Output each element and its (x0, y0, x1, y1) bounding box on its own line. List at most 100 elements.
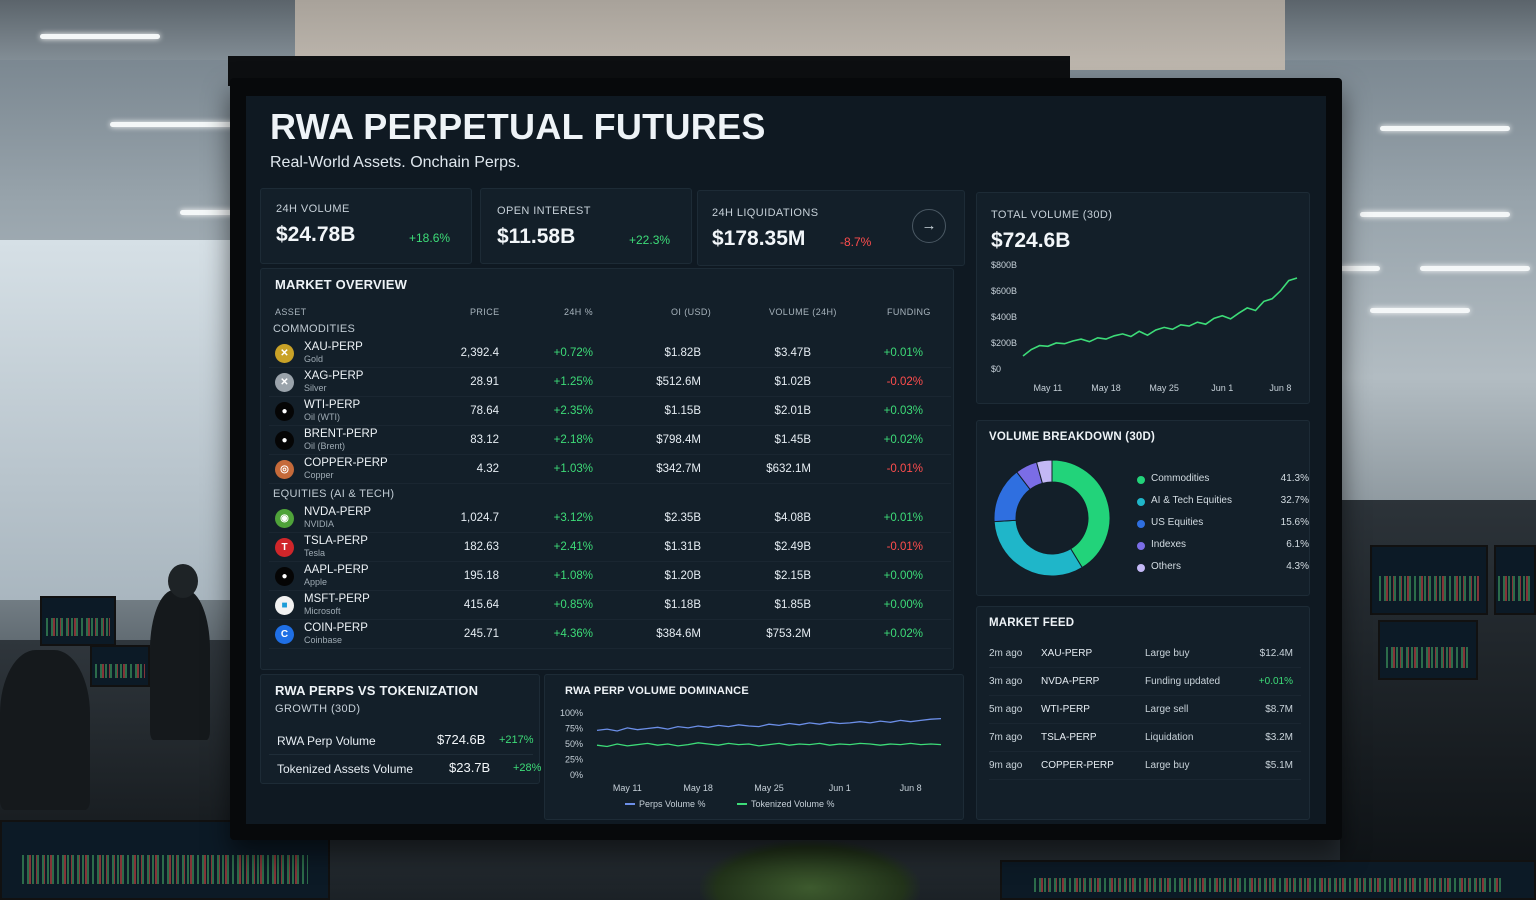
total-volume-value: $724.6B (991, 229, 1071, 252)
legend-label: US Equities (1151, 517, 1204, 528)
column-header-change[interactable]: 24H % (564, 307, 594, 317)
series-line-tokenized (596, 742, 942, 748)
asset-symbol: NVDA-PERP (304, 506, 372, 518)
feed-row[interactable]: 2m ago XAU-PERP Large buy $12.4M (989, 641, 1301, 668)
price-cell: 83.12 (470, 434, 499, 446)
funding-cell: +0.00% (883, 599, 923, 611)
stat-card-volume: 24H VOLUME $24.78B +18.6% (260, 188, 472, 264)
legend-dot (1137, 564, 1145, 572)
price-cell: 1,024.7 (460, 512, 499, 524)
feed-row[interactable]: 7m ago TSLA-PERP Liquidation $3.2M (989, 725, 1301, 752)
asset-symbol: XAG-PERP (304, 370, 364, 382)
feed-row[interactable]: 3m ago NVDA-PERP Funding updated +0.01% (989, 669, 1301, 696)
y-tick-label: $400B (991, 312, 1017, 322)
market-feed-panel: MARKET FEED 2m ago XAU-PERP Large buy $12.4… (976, 606, 1310, 820)
price-cell: 415.64 (463, 599, 499, 611)
growth-row-value: $23.7B (449, 760, 491, 775)
dominance-chart: 100% 75% 50% 25% 0% May 11 May 18 May 25 Jun 1 Ju… (560, 708, 942, 809)
change-cell: +1.08% (553, 570, 593, 582)
legend-label: Tokenized Volume % (751, 799, 835, 809)
table-row[interactable]: ● WTI-PERP Oil (WTI) 78.64 +2.35% $1.15B $2.01… (269, 397, 951, 426)
feed-time: 5m ago (989, 704, 1023, 715)
price-cell: 245.71 (463, 628, 499, 640)
growth-subtitle: GROWTH (30D) (275, 703, 361, 715)
asset-icon: ● (275, 431, 294, 450)
feed-row[interactable]: 9m ago COPPER-PERP Large buy $5.1M (989, 753, 1301, 780)
x-tick-label: May 25 (754, 783, 784, 793)
feed-time: 3m ago (989, 676, 1023, 687)
table-row[interactable]: ● BRENT-PERP Oil (Brent) 83.12 +2.18% $798.4M… (269, 426, 951, 455)
table-row[interactable]: ✕ XAG-PERP Silver 28.91 +1.25% $512.6M $1.02B -… (269, 368, 951, 397)
y-tick-label: 100% (560, 708, 583, 718)
dominance-title: RWA PERP VOLUME DOMINANCE (565, 685, 749, 697)
x-tick-label: Jun 1 (829, 783, 851, 793)
table-row[interactable]: C COIN-PERP Coinbase 245.71 +4.36% $384.6M $75… (269, 620, 951, 649)
asset-description: Apple (304, 577, 328, 587)
arrow-right-icon[interactable]: → (912, 209, 946, 243)
oi-cell: $1.82B (664, 347, 701, 359)
total-volume-panel: TOTAL VOLUME (30D) $724.6B $800B $600B $40… (976, 192, 1310, 404)
table-row[interactable]: ◉ NVDA-PERP NVIDIA 1,024.7 +3.12% $2.35B $4.08… (269, 504, 951, 533)
table-row[interactable]: ■ MSFT-PERP Microsoft 415.64 +0.85% $1.18B $1.… (269, 591, 951, 620)
feed-time: 7m ago (989, 732, 1023, 743)
legend-label: AI & Tech Equities (1151, 495, 1232, 506)
background-monitor (40, 596, 116, 646)
column-header-price[interactable]: PRICE (470, 307, 500, 317)
x-tick-label: May 11 (1033, 383, 1062, 393)
dominance-panel: RWA PERP VOLUME DOMINANCE 100% 75% 50% 25% 0… (544, 674, 964, 820)
table-row[interactable]: ● AAPL-PERP Apple 195.18 +1.08% $1.20B $2.15B +… (269, 562, 951, 591)
feed-time: 2m ago (989, 648, 1023, 659)
y-tick-label: $200B (991, 338, 1017, 348)
volume-breakdown-panel: VOLUME BREAKDOWN (30D) Commodities 41.3% A… (976, 420, 1310, 596)
change-cell: +0.85% (553, 599, 593, 611)
oi-cell: $1.31B (664, 541, 701, 553)
funding-cell: +0.01% (883, 347, 923, 359)
growth-row-value: $724.6B (437, 732, 486, 747)
legend-dot (1137, 498, 1145, 506)
change-cell: +3.12% (553, 512, 593, 524)
feed-value: $12.4M (1259, 648, 1293, 659)
price-cell: 182.63 (463, 541, 499, 553)
background-monitor (90, 645, 150, 687)
asset-icon: ◎ (275, 460, 294, 479)
change-cell: +2.18% (553, 434, 593, 446)
x-tick-label: Jun 1 (1211, 383, 1233, 393)
page-title: RWA PERPETUAL FUTURES (270, 106, 766, 147)
donut-slice-ai-tech-equities (993, 519, 1083, 577)
stat-card-open-interest: OPEN INTEREST $11.58B +22.3% (480, 188, 692, 264)
asset-symbol: BRENT-PERP (304, 428, 378, 440)
y-tick-label: 0% (570, 770, 583, 780)
column-header-asset[interactable]: ASSET (275, 307, 307, 317)
asset-symbol: XAU-PERP (304, 341, 363, 353)
column-header-volume[interactable]: VOLUME (24H) (769, 307, 837, 317)
asset-description: Copper (304, 470, 334, 480)
legend-dot (1137, 520, 1145, 528)
feed-symbol: TSLA-PERP (1041, 732, 1097, 743)
table-row[interactable]: ✕ XAU-PERP Gold 2,392.4 +0.72% $1.82B $3.47B +0… (269, 339, 951, 368)
table-row[interactable]: T TSLA-PERP Tesla 182.63 +2.41% $1.31B $2.49B -… (269, 533, 951, 562)
column-header-oi[interactable]: OI (USD) (671, 307, 712, 317)
y-tick-label: $0 (991, 364, 1001, 374)
funding-cell: -0.02% (886, 376, 923, 388)
donut-slice-commodities (1051, 459, 1111, 569)
x-tick-label: May 18 (1091, 383, 1121, 393)
oi-cell: $1.18B (664, 599, 701, 611)
asset-description: Silver (304, 383, 327, 393)
growth-row-label: Tokenized Assets Volume (277, 762, 414, 776)
asset-icon: ✕ (275, 344, 294, 363)
legend-value: 41.3% (1280, 473, 1309, 484)
oi-cell: $1.20B (664, 570, 701, 582)
total-volume-chart: $800B $600B $400B $200B $0 May 11 May 18 May 25… (991, 260, 1298, 393)
funding-cell: +0.02% (883, 628, 923, 640)
person-silhouette (0, 650, 90, 810)
price-cell: 2,392.4 (460, 347, 499, 359)
donut-slice-others (1035, 459, 1053, 484)
oi-cell: $342.7M (656, 463, 701, 475)
feed-value: $3.2M (1265, 732, 1293, 743)
table-row[interactable]: ◎ COPPER-PERP Copper 4.32 +1.03% $342.7M $632.… (269, 455, 951, 484)
asset-icon: C (275, 625, 294, 644)
y-tick-label: $600B (991, 286, 1017, 296)
feed-symbol: WTI-PERP (1041, 704, 1090, 715)
column-header-funding[interactable]: FUNDING (887, 307, 931, 317)
feed-row[interactable]: 5m ago WTI-PERP Large sell $8.7M (989, 697, 1301, 724)
